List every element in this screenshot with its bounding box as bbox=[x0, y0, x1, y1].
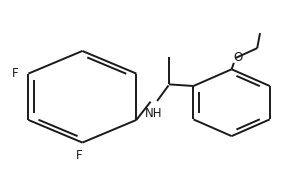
Text: NH: NH bbox=[145, 107, 162, 120]
Text: O: O bbox=[233, 51, 243, 64]
Text: F: F bbox=[76, 149, 83, 162]
Text: F: F bbox=[12, 67, 19, 80]
